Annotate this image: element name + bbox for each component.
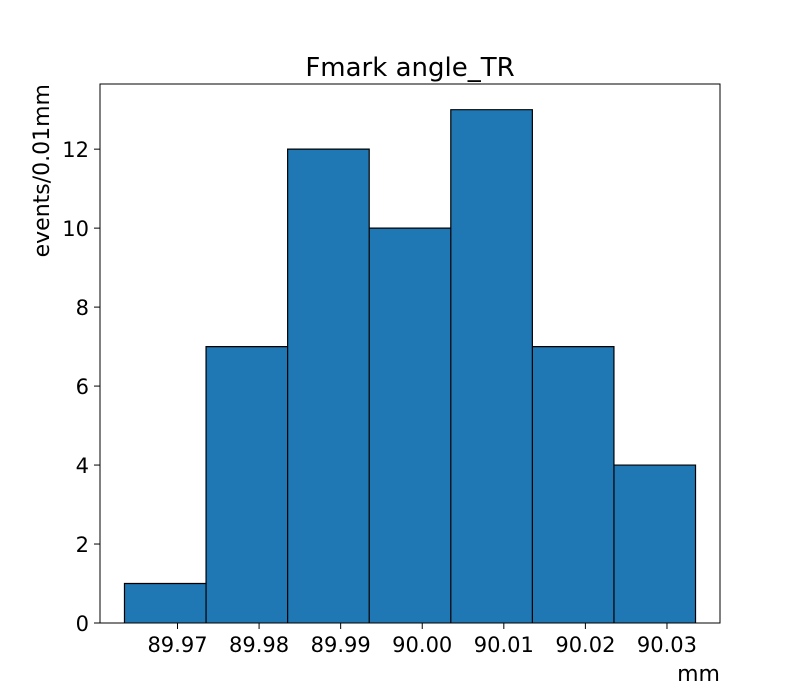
histogram-bar bbox=[532, 346, 614, 623]
x-tick-label: 90.03 bbox=[637, 633, 697, 657]
chart-title: Fmark angle_TR bbox=[305, 53, 514, 83]
y-tick-label: 0 bbox=[76, 612, 89, 636]
x-axis-ticks: 89.97 89.98 89.99 90.00 90.01 90.02 90.03 bbox=[147, 623, 697, 657]
y-tick-label: 4 bbox=[76, 454, 89, 478]
x-tick-label: 90.00 bbox=[392, 633, 452, 657]
histogram-bar bbox=[124, 583, 207, 623]
histogram-outline bbox=[123, 109, 697, 623]
y-axis-label: events/0.01mm bbox=[30, 84, 55, 257]
y-tick-label: 6 bbox=[76, 375, 89, 399]
x-tick-label: 89.98 bbox=[229, 633, 289, 657]
x-tick-label: 90.02 bbox=[555, 633, 615, 657]
histogram-bar bbox=[369, 228, 451, 623]
y-tick-label: 12 bbox=[62, 138, 89, 162]
axes-frame bbox=[99, 83, 721, 624]
y-tick-label: 2 bbox=[76, 533, 89, 557]
histogram-bars bbox=[123, 109, 697, 623]
y-tick-label: 10 bbox=[62, 217, 89, 241]
x-tick-label: 89.97 bbox=[147, 633, 207, 657]
x-tick-label: 90.01 bbox=[474, 633, 534, 657]
histogram-bar bbox=[287, 149, 370, 623]
histogram-bar bbox=[206, 346, 288, 623]
x-tick-label: 89.99 bbox=[311, 633, 371, 657]
y-tick-label: 8 bbox=[76, 296, 89, 320]
x-axis-label: mm bbox=[677, 662, 720, 687]
histogram-bar bbox=[613, 465, 696, 623]
y-axis-ticks: 0 2 4 6 8 10 12 bbox=[62, 138, 100, 636]
histogram-bar bbox=[450, 109, 533, 623]
